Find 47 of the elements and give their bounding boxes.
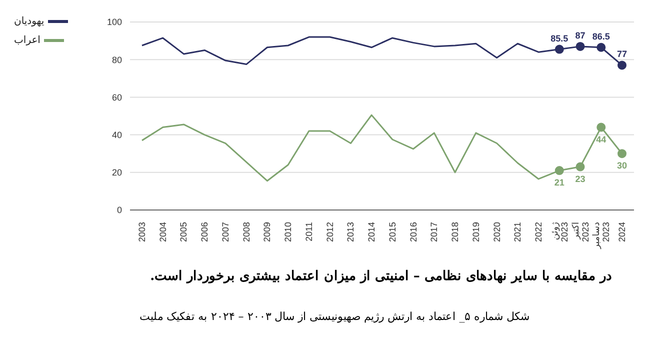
x-tick-label: 2004	[158, 222, 168, 242]
x-tick-label: 2009	[262, 222, 272, 242]
y-tick-label: 20	[112, 168, 122, 178]
x-tick-label: 2015	[387, 222, 398, 242]
x-tick-label: 2005	[178, 222, 189, 242]
x-tick-label: 2018	[450, 222, 460, 242]
y-tick-label: 40	[112, 130, 122, 140]
point	[576, 42, 585, 51]
x-tick-label: 2003	[137, 222, 147, 242]
point	[618, 60, 626, 70]
x-tick-label: 2006	[200, 222, 210, 242]
x-tick-label: 2020	[492, 222, 502, 242]
legend-label: اعراب	[14, 35, 40, 46]
y-tick-label: 0	[116, 205, 122, 216]
x-tick-label: 2024	[617, 222, 627, 242]
data-label: 44	[596, 134, 606, 144]
point	[554, 44, 564, 54]
x-tick-label: 2012	[324, 222, 335, 242]
point	[554, 166, 564, 176]
x-tick-label: 2011	[304, 222, 314, 242]
y-tick-label: 80	[112, 54, 122, 65]
point	[596, 42, 606, 52]
x-tick-label: 2022	[534, 222, 544, 242]
x-tick-label: 2021	[512, 222, 523, 242]
data-label: 23	[575, 174, 586, 184]
point	[618, 149, 626, 158]
data-label: 77	[616, 49, 628, 60]
point	[596, 122, 606, 132]
x-tick-label: 2013	[346, 222, 356, 242]
x-tick-label: 2010	[283, 222, 294, 242]
x-tick-label: 2007	[220, 222, 230, 242]
x-tick-label: 2019	[470, 222, 481, 242]
text: در مقایسه با سایر نهادهای نظامی – امنیتی از میزان اعتماد بیشتری برخوردار است.	[149, 268, 612, 284]
x-tick-label: 2016	[408, 222, 418, 242]
point	[576, 162, 585, 172]
x-tick-label: 2014	[366, 222, 377, 242]
data-label: 21	[554, 178, 564, 188]
data-label: 85.5	[550, 33, 568, 44]
data-label: 86.5	[592, 31, 610, 42]
x-tick-label: 2017	[429, 222, 440, 242]
y-tick-label: 100	[106, 17, 122, 28]
legend-label: یهودیان	[14, 16, 44, 27]
text: شکل شماره ۵_ اعتماد به ارتش رژیم صهیونیستی از سال ۲۰۰۳ – ۲۰۲۴ به تفکیک ملیت	[138, 310, 531, 323]
data-label: 87	[575, 30, 586, 40]
x-tick-label: 2008	[241, 222, 252, 242]
data-label: 30	[616, 160, 628, 171]
y-tick-label: 60	[112, 92, 122, 102]
